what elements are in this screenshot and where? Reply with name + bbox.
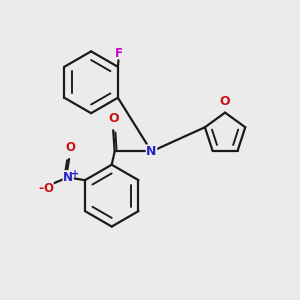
Text: O: O: [65, 141, 75, 154]
Text: O: O: [220, 95, 230, 108]
Text: F: F: [116, 47, 123, 60]
Text: N: N: [63, 171, 73, 184]
Text: +: +: [70, 169, 79, 179]
Text: O: O: [43, 182, 53, 195]
Text: O: O: [108, 112, 119, 125]
Text: -: -: [39, 182, 44, 195]
Text: N: N: [146, 145, 157, 158]
